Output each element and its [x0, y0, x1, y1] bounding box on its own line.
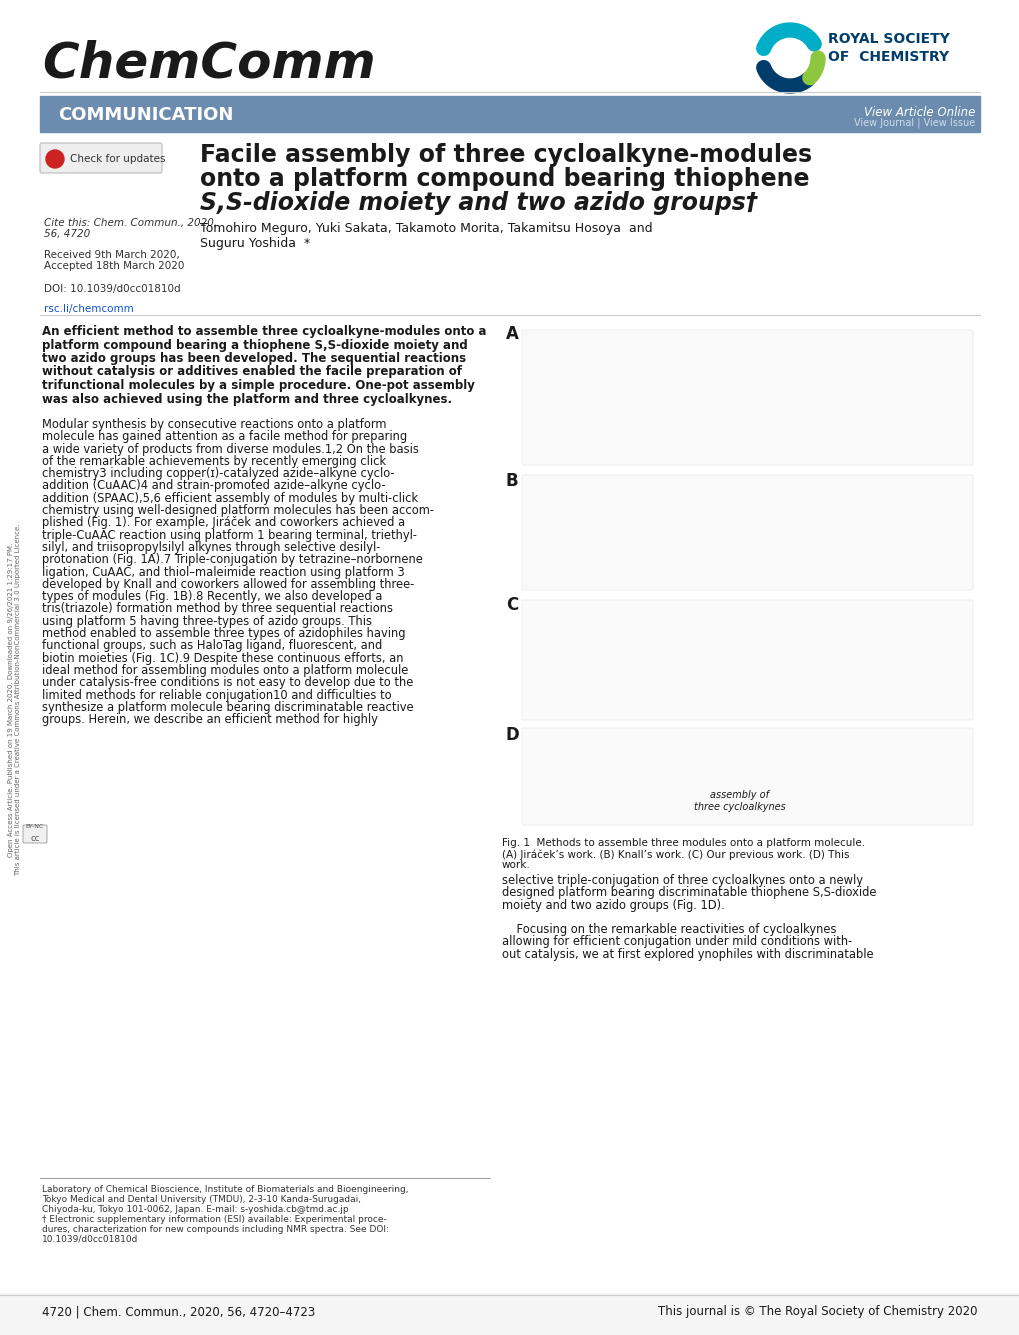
Text: A: A	[505, 324, 519, 343]
Text: addition (SPAAC),5,6 efficient assembly of modules by multi-click: addition (SPAAC),5,6 efficient assembly …	[42, 491, 418, 505]
Text: Facile assembly of three cycloalkyne-modules: Facile assembly of three cycloalkyne-mod…	[200, 143, 811, 167]
Text: types of modules (Fig. 1B).8 Recently, we also developed a: types of modules (Fig. 1B).8 Recently, w…	[42, 590, 382, 603]
Text: onto a platform compound bearing thiophene: onto a platform compound bearing thiophe…	[200, 167, 809, 191]
Text: cc: cc	[31, 834, 40, 842]
Text: COMMUNICATION: COMMUNICATION	[58, 105, 233, 124]
Text: chemistry using well-designed platform molecules has been accom-: chemistry using well-designed platform m…	[42, 505, 433, 517]
Text: Modular synthesis by consecutive reactions onto a platform: Modular synthesis by consecutive reactio…	[42, 418, 386, 431]
Text: B: B	[505, 473, 518, 490]
Bar	[522, 330, 972, 465]
Text: work.: work.	[501, 860, 530, 870]
Text: synthesize a platform molecule bearing discriminatable reactive: synthesize a platform molecule bearing d…	[42, 701, 414, 714]
Text: This article is licensed under a Creative Commons Attribution-NonCommercial 3.0 : This article is licensed under a Creativ…	[15, 523, 21, 876]
Text: limited methods for reliable conjugation10 and difficulties to: limited methods for reliable conjugation…	[42, 689, 391, 702]
Text: selective triple-conjugation of three cycloalkynes onto a newly: selective triple-conjugation of three cy…	[501, 874, 862, 886]
Text: method enabled to assemble three types of azidophiles having: method enabled to assemble three types o…	[42, 627, 406, 639]
Text: Fig. 1  Methods to assemble three modules onto a platform molecule.: Fig. 1 Methods to assemble three modules…	[501, 838, 864, 848]
Text: Chiyoda-ku, Tokyo 101-0062, Japan. E-mail: s-yoshida.cb@tmd.ac.jp: Chiyoda-ku, Tokyo 101-0062, Japan. E-mai…	[42, 1206, 348, 1214]
Text: two azido groups has been developed. The sequential reactions: two azido groups has been developed. The…	[42, 352, 466, 364]
FancyBboxPatch shape	[40, 143, 162, 174]
Text: trifunctional molecules by a simple procedure. One-pot assembly: trifunctional molecules by a simple proc…	[42, 379, 475, 392]
Text: 4720 | Chem. Commun., 2020, 56, 4720–4723: 4720 | Chem. Commun., 2020, 56, 4720–472…	[42, 1306, 315, 1318]
Text: This journal is © The Royal Society of Chemistry 2020: This journal is © The Royal Society of C…	[658, 1306, 977, 1318]
Text: tris(triazole) formation method by three sequential reactions: tris(triazole) formation method by three…	[42, 602, 392, 615]
Text: a wide variety of products from diverse modules.1,2 On the basis: a wide variety of products from diverse …	[42, 443, 419, 455]
Text: addition (CuAAC)4 and strain-promoted azide–alkyne cyclo-: addition (CuAAC)4 and strain-promoted az…	[42, 479, 385, 493]
Text: (A) Jiráček’s work. (B) Knall’s work. (C) Our previous work. (D) This: (A) Jiráček’s work. (B) Knall’s work. (C…	[501, 849, 849, 860]
Text: Suguru Yoshida  *: Suguru Yoshida *	[200, 238, 310, 250]
Text: BY-NC: BY-NC	[25, 824, 44, 829]
Bar	[522, 599, 972, 720]
Text: molecule has gained attention as a facile method for preparing: molecule has gained attention as a facil…	[42, 430, 407, 443]
FancyBboxPatch shape	[23, 825, 47, 842]
Text: An efficient method to assemble three cycloalkyne-modules onto a: An efficient method to assemble three cy…	[42, 324, 486, 338]
Text: biotin moieties (Fig. 1C).9 Despite these continuous efforts, an: biotin moieties (Fig. 1C).9 Despite thes…	[42, 651, 404, 665]
Text: Cite this: Chem. Commun., 2020,: Cite this: Chem. Commun., 2020,	[44, 218, 217, 228]
Text: S,S-dioxide moiety and two azido groups†: S,S-dioxide moiety and two azido groups†	[200, 191, 757, 215]
Text: functional groups, such as HaloTag ligand, fluorescent, and: functional groups, such as HaloTag ligan…	[42, 639, 382, 653]
Text: † Electronic supplementary information (ESI) available: Experimental proce-: † Electronic supplementary information (…	[42, 1215, 386, 1224]
Text: was also achieved using the platform and three cycloalkynes.: was also achieved using the platform and…	[42, 392, 451, 406]
Text: Tokyo Medical and Dental University (TMDU), 2-3-10 Kanda-Surugadai,: Tokyo Medical and Dental University (TMD…	[42, 1195, 361, 1204]
Bar	[522, 475, 972, 590]
Text: groups. Herein, we describe an efficient method for highly: groups. Herein, we describe an efficient…	[42, 713, 377, 726]
Text: DOI: 10.1039/d0cc01810d: DOI: 10.1039/d0cc01810d	[44, 284, 180, 294]
Bar	[501, 320, 977, 830]
Text: dures, characterization for new compounds including NMR spectra. See DOI:: dures, characterization for new compound…	[42, 1226, 388, 1234]
Text: moiety and two azido groups (Fig. 1D).: moiety and two azido groups (Fig. 1D).	[501, 898, 725, 912]
Text: 56, 4720: 56, 4720	[44, 230, 90, 239]
Text: D: D	[505, 726, 520, 744]
Text: designed platform bearing discriminatable thiophene S,S-dioxide: designed platform bearing discriminatabl…	[501, 886, 875, 900]
Text: under catalysis-free conditions is not easy to develop due to the: under catalysis-free conditions is not e…	[42, 677, 413, 689]
Text: ideal method for assembling modules onto a platform molecule: ideal method for assembling modules onto…	[42, 663, 408, 677]
Text: Open Access Article. Published on 19 March 2020. Downloaded on 9/26/2021 1:29:17: Open Access Article. Published on 19 Mar…	[8, 543, 14, 857]
Text: Focusing on the remarkable reactivities of cycloalkynes: Focusing on the remarkable reactivities …	[501, 924, 836, 936]
Text: of the remarkable achievements by recently emerging click: of the remarkable achievements by recent…	[42, 455, 386, 467]
Text: developed by Knall and coworkers allowed for assembling three-: developed by Knall and coworkers allowed…	[42, 578, 414, 591]
Text: OF  CHEMISTRY: OF CHEMISTRY	[827, 49, 949, 64]
Text: without catalysis or additives enabled the facile preparation of: without catalysis or additives enabled t…	[42, 366, 462, 379]
Text: A: A	[52, 154, 60, 164]
Text: platform compound bearing a thiophene S,S-dioxide moiety and: platform compound bearing a thiophene S,…	[42, 339, 468, 351]
Text: View Article Online: View Article Online	[863, 105, 974, 119]
Text: out catalysis, we at first explored ynophiles with discriminatable: out catalysis, we at first explored ynop…	[501, 948, 872, 961]
Text: ChemComm: ChemComm	[42, 40, 375, 88]
Text: ROYAL SOCIETY: ROYAL SOCIETY	[827, 32, 949, 45]
Text: silyl, and triisopropylsilyl alkynes through selective desilyl-: silyl, and triisopropylsilyl alkynes thr…	[42, 541, 380, 554]
Text: Laboratory of Chemical Bioscience, Institute of Biomaterials and Bioengineering,: Laboratory of Chemical Bioscience, Insti…	[42, 1185, 408, 1193]
Text: plished (Fig. 1). For example, Jiráček and coworkers achieved a: plished (Fig. 1). For example, Jiráček a…	[42, 517, 405, 530]
Text: assembly of
three cycloalkynes: assembly of three cycloalkynes	[694, 790, 785, 812]
Text: using platform 5 having three-types of azido groups. This: using platform 5 having three-types of a…	[42, 615, 372, 627]
Circle shape	[46, 150, 64, 168]
Text: chemistry3 including copper(ɪ)-catalyzed azide–alkyne cyclo-: chemistry3 including copper(ɪ)-catalyzed…	[42, 467, 394, 481]
Text: Tomohiro Meguro, Yuki Sakata, Takamoto Morita, Takamitsu Hosoya  and: Tomohiro Meguro, Yuki Sakata, Takamoto M…	[200, 222, 652, 235]
Text: rsc.li/chemcomm: rsc.li/chemcomm	[44, 304, 133, 314]
Text: ligation, CuAAC, and thiol–maleimide reaction using platform 3: ligation, CuAAC, and thiol–maleimide rea…	[42, 566, 405, 578]
Text: protonation (Fig. 1A).7 Triple-conjugation by tetrazine–norbornene: protonation (Fig. 1A).7 Triple-conjugati…	[42, 553, 423, 566]
Text: C: C	[505, 595, 518, 614]
Text: allowing for efficient conjugation under mild conditions with-: allowing for efficient conjugation under…	[501, 936, 852, 948]
Text: triple-CuAAC reaction using platform 1 bearing terminal, triethyl-: triple-CuAAC reaction using platform 1 b…	[42, 529, 417, 542]
Bar	[522, 728, 972, 825]
Bar	[40, 96, 979, 132]
Text: View Journal | View Issue: View Journal | View Issue	[853, 117, 974, 128]
Text: Accepted 18th March 2020: Accepted 18th March 2020	[44, 262, 184, 271]
Text: Check for updates: Check for updates	[70, 154, 165, 164]
Text: Received 9th March 2020,: Received 9th March 2020,	[44, 250, 179, 260]
Text: 10.1039/d0cc01810d: 10.1039/d0cc01810d	[42, 1235, 139, 1244]
Bar	[0, 1294, 1019, 1335]
